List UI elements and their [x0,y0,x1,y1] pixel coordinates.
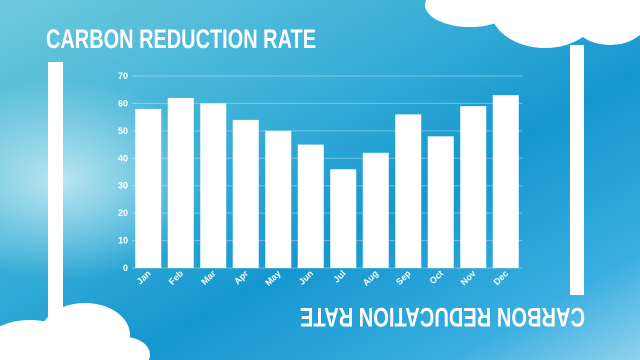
cloud-top-right [425,0,640,48]
y-tick-label: 30 [118,181,128,191]
y-tick-label: 70 [118,71,128,81]
frame-bar-right [570,45,584,295]
bar [427,136,454,268]
chart-title: CARBON REDUCTION RATE [46,24,316,54]
bar [232,119,259,268]
bar [362,152,389,268]
bar [492,95,519,268]
bar [265,130,292,268]
bar [200,103,227,268]
mirrored-caption: CARBON REDUCATION RATE [300,302,585,332]
bar [330,169,357,268]
bar [460,106,487,269]
y-tick-label: 0 [123,263,128,273]
y-tick-label: 50 [118,126,128,136]
y-tick-label: 10 [118,236,128,246]
bar [135,108,162,269]
y-tick-label: 20 [118,208,128,218]
y-tick-label: 40 [118,153,128,163]
frame-bar-left [48,62,63,342]
bar [167,97,194,268]
y-tick-label: 60 [118,98,128,108]
bar [297,144,324,268]
bar [395,114,422,269]
